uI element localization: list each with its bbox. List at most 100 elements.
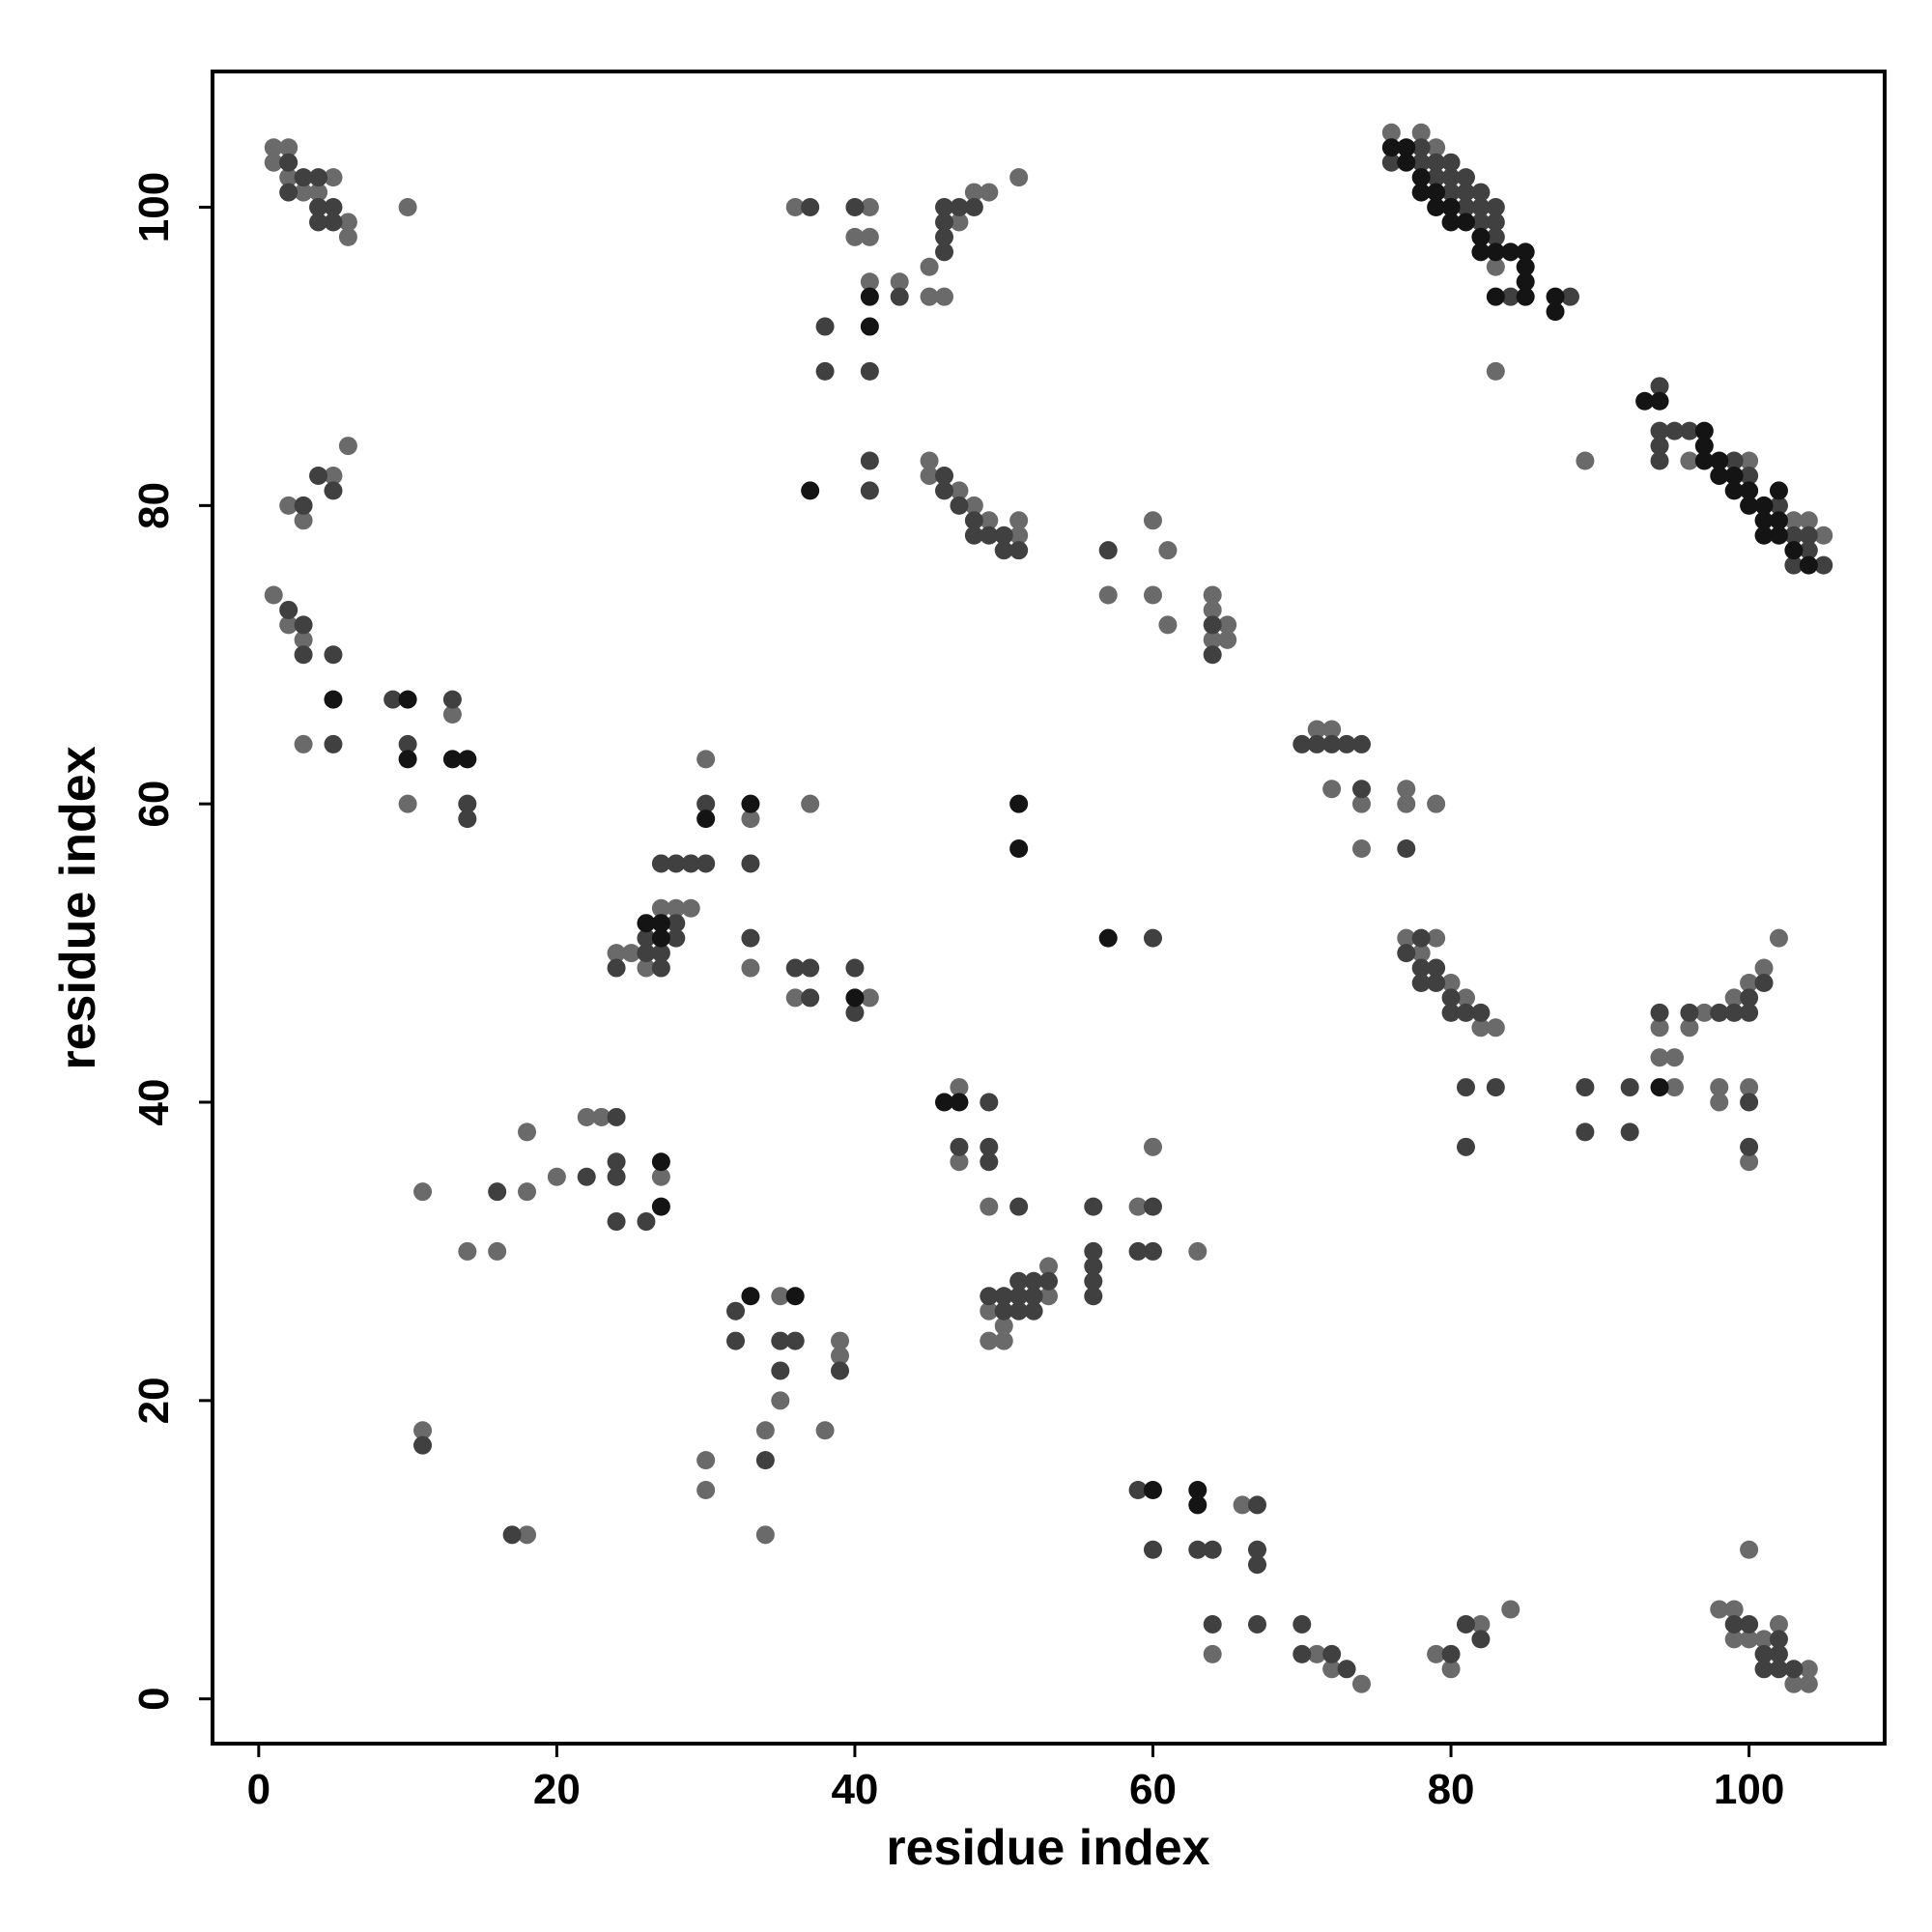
x-tick-label: 60: [1129, 1766, 1177, 1813]
contact-point: [1664, 1078, 1684, 1097]
contact-point: [1784, 555, 1804, 575]
contact-point: [1203, 1644, 1222, 1663]
contact-point: [1814, 526, 1833, 545]
contact-point: [950, 1093, 969, 1112]
contact-point: [1650, 1018, 1669, 1037]
contact-point: [1247, 1540, 1266, 1559]
contact-point: [785, 958, 805, 978]
contact-point: [771, 1287, 790, 1306]
contact-point: [1411, 153, 1431, 172]
contact-point: [1754, 1644, 1774, 1663]
contact-point: [338, 227, 357, 246]
contact-point: [1650, 1003, 1669, 1022]
contact-point: [1247, 1495, 1266, 1515]
contact-point: [1471, 242, 1491, 262]
contact-point: [1694, 437, 1714, 456]
contact-point: [1740, 973, 1759, 992]
contact-point: [994, 541, 1013, 560]
contact-point: [815, 317, 835, 336]
contact-point: [1650, 451, 1669, 470]
contact-point: [1724, 1600, 1744, 1619]
contact-point: [831, 1361, 850, 1380]
contact-point: [1740, 481, 1759, 500]
contact-point: [1218, 630, 1237, 649]
contact-point: [1143, 1137, 1162, 1156]
contact-point: [1799, 1660, 1818, 1679]
contact-point: [1754, 958, 1774, 978]
y-tick-label: 80: [130, 482, 178, 529]
contact-point: [1799, 511, 1818, 530]
contact-point: [1784, 511, 1804, 530]
contact-point: [309, 466, 328, 485]
contact-point: [950, 1152, 969, 1172]
contact-point: [785, 988, 805, 1008]
contact-point: [607, 958, 626, 978]
contact-point: [890, 287, 909, 306]
contact-point: [1427, 958, 1446, 978]
contact-point: [1203, 600, 1222, 619]
contact-point: [458, 794, 477, 813]
contact-point: [994, 1301, 1013, 1321]
contact-point: [1546, 287, 1565, 306]
contact-point: [1456, 1614, 1475, 1634]
contact-point: [994, 1331, 1013, 1350]
contact-point: [1516, 287, 1535, 306]
contact-point: [1381, 153, 1401, 172]
contact-point: [651, 944, 670, 963]
contact-point: [1337, 1660, 1356, 1679]
contact-point: [980, 1152, 999, 1172]
contact-point: [1456, 213, 1475, 232]
contact-point: [1799, 541, 1818, 560]
contact-point: [1009, 1197, 1029, 1216]
contact-point: [1203, 630, 1222, 649]
contact-point: [264, 138, 283, 157]
contact-point: [1650, 1048, 1669, 1067]
contact-point: [1143, 1241, 1162, 1261]
contact-point: [1456, 1003, 1475, 1022]
contact-point: [860, 361, 879, 381]
contact-point: [1322, 1644, 1342, 1663]
contact-point: [681, 898, 700, 918]
contact-point: [1351, 1674, 1371, 1693]
contact-point: [1486, 1018, 1505, 1037]
contact-point: [667, 854, 686, 873]
contact-point: [935, 481, 954, 500]
contact-point: [1650, 391, 1669, 411]
contact-point: [1710, 1078, 1729, 1097]
contact-point: [488, 1241, 507, 1261]
contact-point: [1427, 138, 1446, 157]
contact-point: [1441, 213, 1461, 232]
contact-point: [1650, 437, 1669, 456]
contact-point: [935, 287, 954, 306]
contact-point: [667, 898, 686, 918]
contact-point: [1456, 1137, 1475, 1156]
contact-point: [1009, 511, 1029, 530]
contact-point: [1128, 1480, 1148, 1499]
contact-point: [1471, 198, 1491, 217]
contact-point: [458, 810, 477, 829]
contact-point: [1441, 1003, 1461, 1022]
contact-point: [980, 526, 999, 545]
contact-point: [785, 198, 805, 217]
contact-point: [1322, 734, 1342, 753]
contact-point: [1039, 1257, 1058, 1276]
contact-point: [1680, 421, 1699, 440]
contact-point: [1740, 1093, 1759, 1112]
contact-point: [502, 1525, 522, 1545]
contact-point: [1397, 944, 1416, 963]
contact-point: [1680, 451, 1699, 470]
contact-point: [1799, 555, 1818, 575]
contact-point: [1322, 780, 1342, 799]
contact-point: [845, 1003, 865, 1022]
contact-point: [1351, 734, 1371, 753]
contact-point: [1084, 1271, 1103, 1291]
contact-point: [1411, 123, 1431, 142]
contact-point: [935, 213, 954, 232]
contact-point: [398, 734, 417, 753]
contact-point: [294, 630, 313, 649]
contact-point: [1411, 138, 1431, 157]
contact-point: [338, 213, 357, 232]
contact-point: [980, 1301, 999, 1321]
contact-point: [1098, 541, 1118, 560]
